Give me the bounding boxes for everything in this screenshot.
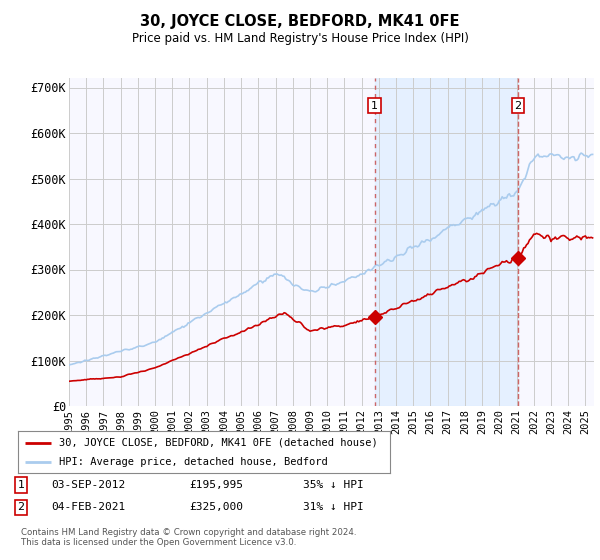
Text: 04-FEB-2021: 04-FEB-2021	[51, 502, 125, 512]
Bar	[374, 78, 518, 406]
Text: Contains HM Land Registry data © Crown copyright and database right 2024.
This d: Contains HM Land Registry data © Crown c…	[21, 528, 356, 547]
Text: 35% ↓ HPI: 35% ↓ HPI	[303, 480, 364, 490]
Text: Price paid vs. HM Land Registry's House Price Index (HPI): Price paid vs. HM Land Registry's House …	[131, 32, 469, 45]
Text: 1: 1	[17, 480, 25, 490]
Text: 03-SEP-2012: 03-SEP-2012	[51, 480, 125, 490]
Text: 30, JOYCE CLOSE, BEDFORD, MK41 0FE: 30, JOYCE CLOSE, BEDFORD, MK41 0FE	[140, 14, 460, 29]
Text: HPI: Average price, detached house, Bedford: HPI: Average price, detached house, Bedf…	[59, 457, 328, 467]
Text: 2: 2	[514, 101, 521, 111]
Text: 30, JOYCE CLOSE, BEDFORD, MK41 0FE (detached house): 30, JOYCE CLOSE, BEDFORD, MK41 0FE (deta…	[59, 437, 377, 447]
Text: 2: 2	[17, 502, 25, 512]
Text: 1: 1	[371, 101, 378, 111]
Text: £195,995: £195,995	[189, 480, 243, 490]
Text: £325,000: £325,000	[189, 502, 243, 512]
Text: 31% ↓ HPI: 31% ↓ HPI	[303, 502, 364, 512]
